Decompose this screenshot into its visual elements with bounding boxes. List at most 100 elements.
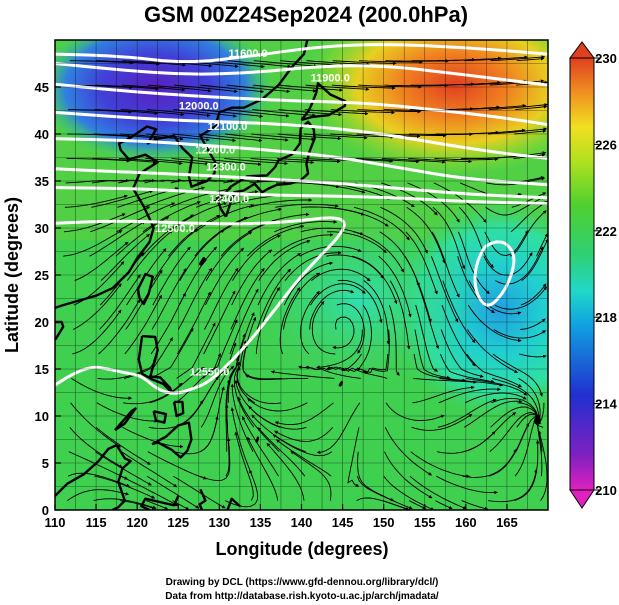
- streamline: [384, 427, 433, 476]
- streamline: [435, 500, 453, 510]
- streamline: [310, 283, 366, 306]
- coastline: [55, 443, 132, 510]
- streamline: [412, 385, 475, 404]
- streamline: [100, 233, 150, 281]
- streamline: [495, 246, 544, 285]
- streamline: [341, 353, 389, 374]
- streamline: [172, 133, 237, 143]
- contour-label: 12100.0: [208, 121, 248, 133]
- streamline: [489, 412, 539, 453]
- streamline: [175, 353, 221, 404]
- streamline: [121, 451, 178, 488]
- streamline: [327, 206, 389, 227]
- streamline: [202, 319, 238, 379]
- streamline: [234, 431, 254, 501]
- streamline: [277, 133, 342, 141]
- streamline: [177, 291, 211, 355]
- streamline: [255, 286, 280, 355]
- streamline: [536, 233, 548, 257]
- y-tick-label: 5: [42, 456, 49, 471]
- streamline: [168, 214, 221, 257]
- coastline: [140, 495, 180, 510]
- x-tick-label: 165: [496, 515, 518, 530]
- y-axis-ticks: 0 5 10 15 20 25 30 35 40 45: [35, 80, 61, 518]
- streamline: [487, 468, 538, 503]
- streamline: [494, 286, 547, 310]
- streamline: [274, 426, 334, 442]
- streamline: [252, 84, 317, 93]
- streamline: [442, 280, 476, 344]
- streamline: [405, 231, 438, 295]
- streamline: [484, 229, 529, 256]
- streamline: [251, 133, 316, 141]
- streamline: [416, 280, 440, 350]
- coastline: [151, 421, 193, 459]
- streamline: [74, 241, 129, 282]
- streamline: [201, 342, 237, 404]
- streamline: [89, 221, 146, 257]
- colorbar-tick-label: 210: [595, 483, 617, 498]
- streamline: [126, 230, 174, 281]
- cold-core-shading: [55, 40, 275, 163]
- streamline: [226, 84, 291, 94]
- y-tick-label: 30: [35, 221, 49, 236]
- streamline: [248, 405, 307, 430]
- streamline: [232, 234, 281, 281]
- streamline: [233, 361, 255, 428]
- streamline: [247, 436, 279, 501]
- warm-core-shading: [305, 40, 548, 175]
- streamline: [415, 304, 439, 372]
- streamline: [98, 299, 141, 355]
- streamline: [141, 214, 195, 257]
- streamline: [489, 79, 545, 86]
- streamline: [63, 213, 126, 233]
- streamline: [520, 283, 547, 306]
- streamline: [337, 279, 383, 324]
- x-axis-label: Longitude (degrees): [215, 539, 388, 559]
- streamline: [305, 84, 370, 91]
- x-tick-label: 125: [167, 515, 189, 530]
- streamline: [467, 304, 522, 343]
- streamline: [205, 231, 253, 281]
- streamline: [171, 157, 236, 167]
- x-axis-ticks: 110 115 120 125 130 135 140 145 150 155 160 165: [45, 504, 518, 530]
- streamline: [410, 451, 471, 478]
- streamline: [92, 157, 157, 164]
- y-axis-label: Latitude (degrees): [2, 197, 22, 353]
- height-contour: [55, 167, 548, 200]
- streamline: [178, 246, 217, 306]
- streamline: [200, 386, 225, 453]
- streamline: [94, 475, 156, 499]
- x-tick-label: 155: [414, 515, 436, 530]
- streamline: [150, 327, 194, 379]
- streamline: [363, 280, 391, 345]
- streamline: [311, 301, 336, 355]
- streamline: [247, 212, 310, 233]
- streamline: [457, 256, 496, 314]
- contour-label: 12400.0: [209, 194, 249, 206]
- contour-label: 12300.0: [206, 162, 246, 174]
- streamline: [93, 133, 158, 140]
- colorbar-bottom-arrow: [569, 489, 595, 509]
- streamline: [72, 283, 122, 330]
- colorbar-tick-label: 214: [595, 397, 617, 412]
- streamline: [250, 157, 315, 165]
- streamline: [300, 290, 320, 355]
- streamline: [199, 437, 231, 482]
- streamline: [519, 353, 547, 359]
- streamline: [204, 247, 245, 306]
- streamline: [71, 378, 133, 400]
- grid-lines: [55, 40, 548, 510]
- colorbar-tick-label: 222: [595, 224, 617, 239]
- streamline: [515, 105, 548, 111]
- streamline: [384, 83, 449, 88]
- streamline: [200, 84, 264, 94]
- streamline: [194, 216, 248, 257]
- streamline: [380, 206, 428, 254]
- streamline: [487, 127, 548, 135]
- streamline: [306, 60, 371, 67]
- streamline: [385, 402, 445, 421]
- streamline: [94, 109, 159, 116]
- streamline: [290, 450, 332, 501]
